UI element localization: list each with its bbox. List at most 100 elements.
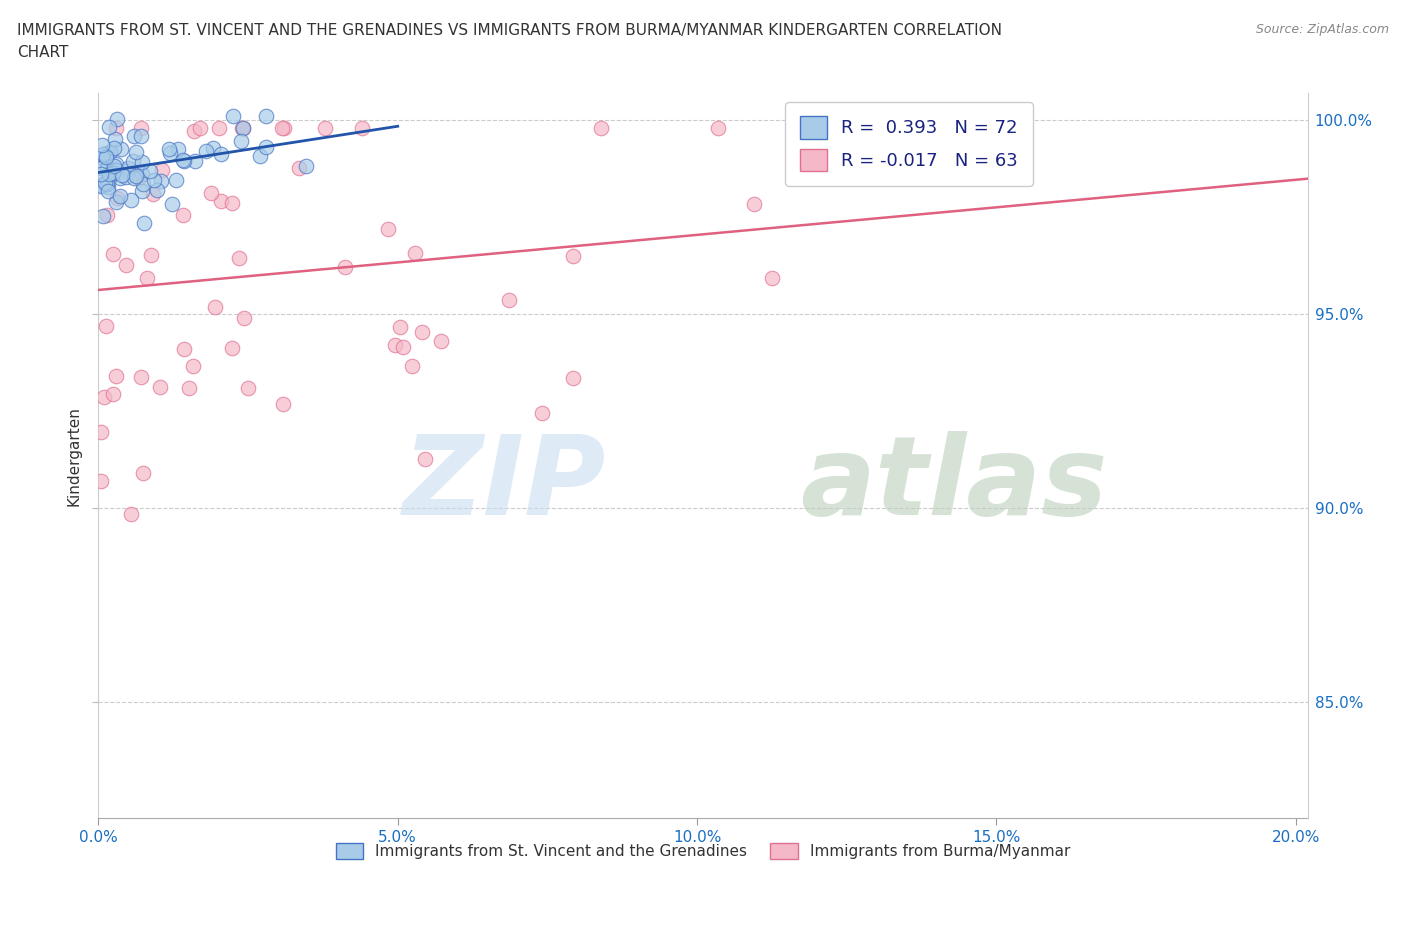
Text: Source: ZipAtlas.com: Source: ZipAtlas.com: [1256, 23, 1389, 36]
Point: [94, 319, 117, 334]
Point: [273, 121, 295, 136]
Point: [271, 121, 294, 136]
Point: [128, 170, 150, 185]
Point: [181, 359, 204, 374]
Point: [117, 161, 139, 176]
Point: [132, 177, 155, 192]
Point: [249, 149, 271, 164]
Point: [129, 121, 152, 136]
Point: [115, 169, 138, 184]
Point: [110, 170, 132, 185]
Point: [105, 112, 128, 126]
Point: [173, 153, 195, 168]
Point: [314, 121, 336, 136]
Point: [98, 170, 121, 185]
Point: [98, 119, 121, 134]
Point: [761, 271, 783, 286]
Point: [139, 247, 162, 262]
Point: [120, 193, 142, 208]
Point: [209, 146, 232, 161]
Point: [104, 157, 127, 172]
Point: [707, 121, 730, 136]
Point: [97, 183, 120, 198]
Point: [165, 173, 187, 188]
Point: [159, 146, 181, 161]
Point: [105, 369, 128, 384]
Point: [562, 370, 585, 385]
Point: [110, 141, 132, 156]
Point: [105, 121, 128, 136]
Point: [333, 259, 356, 274]
Point: [129, 370, 152, 385]
Point: [254, 109, 277, 124]
Point: [122, 153, 145, 168]
Point: [96, 207, 118, 222]
Point: [254, 140, 277, 154]
Point: [149, 379, 172, 394]
Point: [228, 251, 250, 266]
Point: [115, 258, 138, 272]
Point: [90, 148, 112, 163]
Point: [157, 142, 180, 157]
Point: [122, 128, 145, 143]
Point: [429, 334, 451, 349]
Point: [90, 178, 112, 193]
Point: [413, 451, 436, 466]
Point: [120, 507, 142, 522]
Point: [104, 163, 127, 178]
Point: [135, 271, 157, 286]
Point: [221, 341, 243, 356]
Point: [160, 196, 183, 211]
Point: [91, 138, 114, 153]
Text: IMMIGRANTS FROM ST. VINCENT AND THE GRENADINES VS IMMIGRANTS FROM BURMA/MYANMAR : IMMIGRANTS FROM ST. VINCENT AND THE GREN…: [17, 23, 1002, 38]
Point: [101, 387, 124, 402]
Point: [101, 166, 124, 180]
Point: [108, 189, 131, 204]
Point: [94, 149, 117, 164]
Point: [384, 338, 406, 352]
Point: [103, 140, 125, 155]
Point: [122, 170, 145, 185]
Point: [104, 131, 127, 146]
Point: [173, 208, 195, 223]
Point: [139, 163, 162, 178]
Point: [204, 299, 226, 314]
Point: [142, 186, 165, 201]
Point: [388, 320, 411, 335]
Point: [562, 248, 585, 263]
Point: [90, 474, 112, 489]
Point: [221, 195, 243, 210]
Point: [925, 121, 948, 136]
Point: [96, 177, 118, 192]
Point: [352, 121, 374, 136]
Point: [90, 150, 112, 165]
Point: [172, 153, 194, 167]
Point: [103, 246, 125, 261]
Point: [105, 195, 128, 210]
Point: [91, 208, 114, 223]
Point: [287, 160, 309, 175]
Point: [114, 164, 136, 179]
Point: [498, 292, 520, 307]
Point: [236, 381, 259, 396]
Point: [96, 159, 118, 174]
Point: [232, 311, 254, 325]
Point: [97, 158, 120, 173]
Point: [90, 424, 112, 439]
Text: CHART: CHART: [17, 45, 69, 60]
Point: [177, 380, 200, 395]
Point: [93, 175, 115, 190]
Point: [103, 159, 125, 174]
Point: [183, 123, 205, 138]
Point: [531, 406, 554, 421]
Point: [271, 396, 294, 411]
Point: [391, 339, 413, 354]
Point: [132, 216, 155, 231]
Point: [132, 466, 155, 481]
Point: [98, 144, 121, 159]
Point: [105, 191, 128, 206]
Point: [131, 166, 153, 181]
Text: atlas: atlas: [800, 432, 1107, 538]
Point: [195, 143, 218, 158]
Point: [591, 121, 613, 136]
